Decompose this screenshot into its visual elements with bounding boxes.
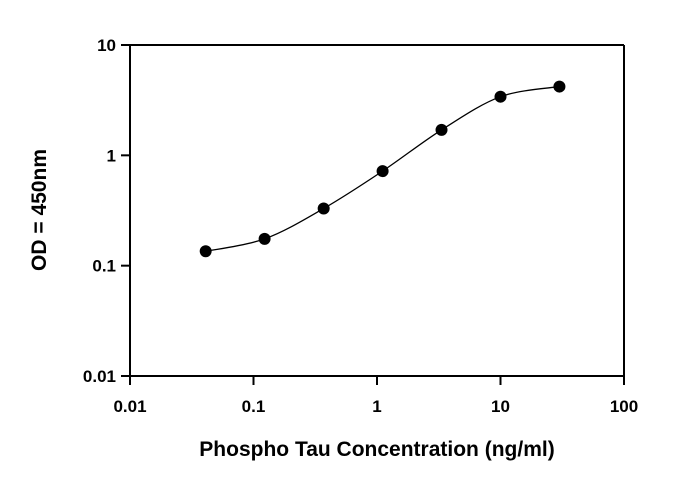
y-tick-label: 10 <box>97 36 116 55</box>
x-tick-label: 1 <box>372 397 381 416</box>
data-point <box>317 202 330 215</box>
y-tick-label: 0.01 <box>83 367 116 386</box>
data-point <box>376 165 389 178</box>
x-tick-label: 100 <box>610 397 638 416</box>
y-ticks: 0.01 0.1 1 10 <box>83 36 130 386</box>
x-ticks: 0.01 0.1 1 10 100 <box>113 376 638 416</box>
data-point <box>494 90 507 103</box>
y-axis-label: OD = 450nm <box>28 149 51 271</box>
y-tick-label: 1 <box>107 146 116 165</box>
data-point <box>435 123 448 136</box>
x-tick-label: 0.1 <box>242 397 266 416</box>
x-tick-label: 0.01 <box>113 397 146 416</box>
data-point <box>199 245 212 258</box>
x-axis-label: Phospho Tau Concentration (ng/ml) <box>199 438 554 461</box>
data-points <box>199 80 566 258</box>
y-tick-label: 0.1 <box>92 257 116 276</box>
data-point <box>553 80 566 93</box>
x-tick-label: 10 <box>491 397 510 416</box>
data-point <box>258 232 271 245</box>
